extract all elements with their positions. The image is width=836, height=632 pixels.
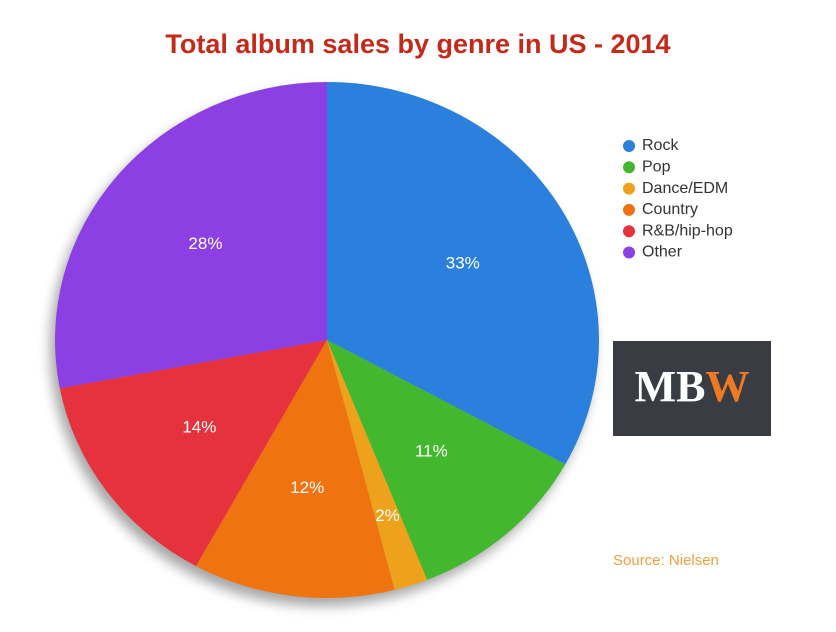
legend-swatch xyxy=(623,203,635,216)
pie-slice xyxy=(54,82,327,389)
legend-label: Other xyxy=(642,244,683,261)
source: Source: Nielsen xyxy=(613,552,719,569)
pie-slice xyxy=(327,340,428,590)
legend-swatch xyxy=(623,140,635,152)
legend-swatch xyxy=(623,161,635,174)
legend-swatch xyxy=(623,246,635,259)
value-label: 12% xyxy=(290,478,324,497)
legend-swatch xyxy=(623,225,635,238)
value-label: 14% xyxy=(182,417,216,436)
value-label: 11% xyxy=(415,442,448,461)
pie-slice xyxy=(195,340,395,598)
legend-label: R&B/hip-hop xyxy=(642,222,733,239)
legend-swatch xyxy=(623,182,635,195)
pie: 33% 11% 2% 12% 14% 28% xyxy=(54,82,599,598)
legend-label: Dance/EDM xyxy=(642,180,728,197)
chart-title: Total album sales by genre in US - 2014 xyxy=(165,29,670,59)
value-label: 2% xyxy=(375,506,400,525)
legend-label: Country xyxy=(642,201,698,218)
logo-box xyxy=(613,341,771,436)
legend-label: Pop xyxy=(642,159,671,176)
pie-slice xyxy=(327,82,599,465)
value-label: 33% xyxy=(446,253,480,272)
logo-part: MB xyxy=(635,362,706,411)
legend: Rock Pop Dance/EDM Country R&B/hip-hop Other xyxy=(623,137,733,261)
legend-label: Rock xyxy=(642,137,679,154)
pie-slice xyxy=(59,340,327,567)
logo-part: W xyxy=(705,362,749,411)
logo: MBW xyxy=(635,362,750,411)
pie-slice xyxy=(327,340,566,580)
value-label: 28% xyxy=(188,234,222,253)
